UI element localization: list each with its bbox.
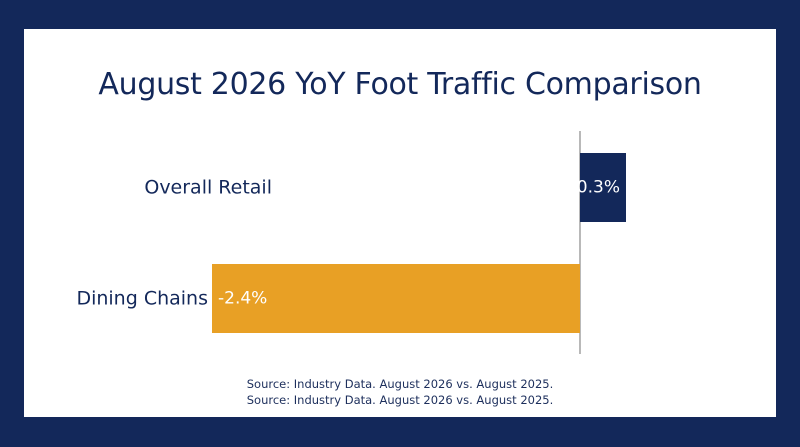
source-note-2: Source: Industry Data. August 2026 vs. A… <box>246 393 554 407</box>
source-note-1: Source: Industry Data. August 2026 vs. A… <box>246 377 554 391</box>
chart-card: August 2026 YoY Foot Traffic Comparison … <box>24 29 776 417</box>
category-label: Overall Retail <box>144 177 272 199</box>
bar-dining-chains <box>212 264 580 333</box>
bar-overall-retail <box>580 153 626 222</box>
bar-chart: Overall Retail +0.3% Dining Chains -2.4% <box>76 131 626 354</box>
category-label: Dining Chains <box>76 288 208 310</box>
data-label: +0.3% <box>563 178 620 198</box>
chart-title: August 2026 YoY Foot Traffic Comparison <box>98 67 702 102</box>
data-label: -2.4% <box>218 289 267 309</box>
